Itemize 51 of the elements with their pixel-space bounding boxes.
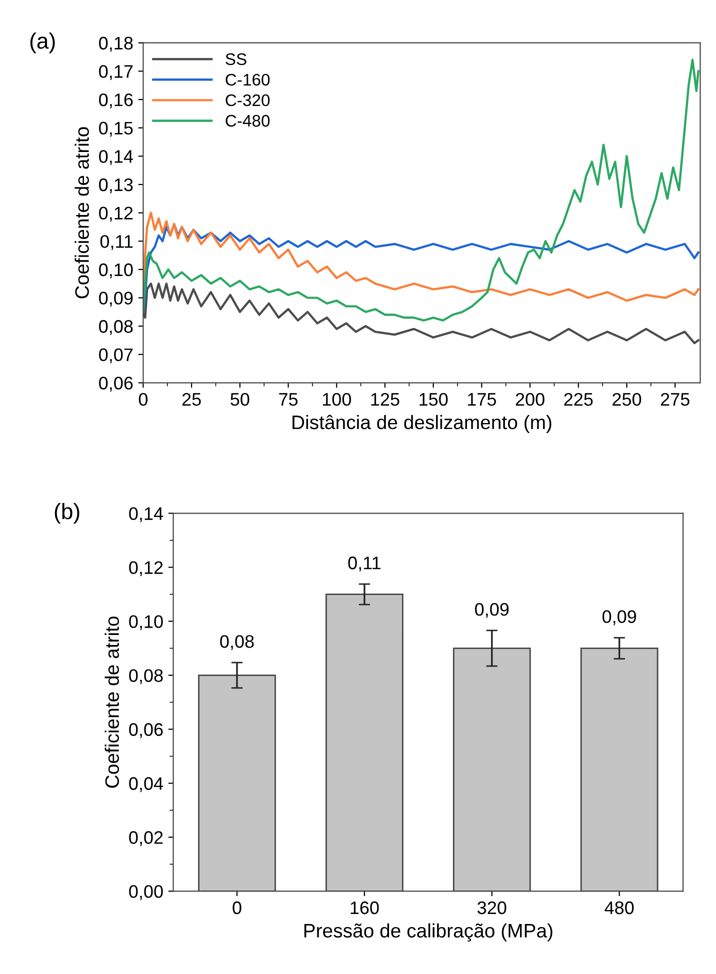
y-tick-label: 0,09: [99, 292, 133, 307]
legend-label: C-320: [226, 94, 270, 106]
data-label: 0,11: [348, 556, 380, 572]
y-tick-label: 0,14: [99, 150, 133, 166]
x-tick-label: 50: [230, 392, 250, 406]
y-tick-label: 0,10: [99, 263, 133, 278]
x-tick-label: 320: [478, 901, 506, 914]
y-tick-label: 0,17: [99, 65, 133, 80]
y-axis-title: Coeficiente de atrito: [104, 616, 120, 788]
data-label: 0,09: [602, 610, 636, 626]
x-tick-label: 225: [564, 392, 593, 406]
y-tick-label: 0,12: [129, 561, 163, 576]
x-tick-label: 0: [232, 901, 242, 914]
legend-label: SS: [226, 53, 246, 66]
y-tick-label: 0,11: [100, 235, 133, 250]
y-tick-label: 0,18: [99, 36, 133, 52]
legend-label: C-160: [226, 74, 270, 86]
x-axis-title: Pressão de calibração (MPa): [304, 923, 552, 942]
y-tick-label: 0,10: [129, 615, 163, 630]
text: (a): [30, 32, 55, 54]
legend-label: C-480: [226, 114, 270, 127]
y-tick-label: 0,14: [129, 507, 164, 522]
y-tick-label: 0,15: [99, 122, 133, 137]
x-tick-label: 200: [516, 392, 544, 406]
x-axis-title: Distância de deslizamento (m): [292, 414, 552, 434]
x-tick-label: 250: [612, 392, 642, 406]
data-label: 0,08: [220, 635, 254, 650]
y-tick-label: 0,06: [99, 376, 133, 392]
x-tick-label: 75: [279, 393, 298, 406]
y-tick-label: 0,12: [99, 206, 133, 222]
y-tick-label: 0,13: [99, 178, 133, 194]
x-tick-label: 150: [420, 392, 448, 406]
x-tick-label: 275: [660, 392, 690, 406]
x-tick-label: 0: [138, 392, 148, 406]
y-tick-label: 0,02: [129, 831, 163, 846]
y-tick-label: 0,08: [129, 669, 163, 684]
x-tick-label: 175: [468, 393, 496, 406]
x-tick-label: 160: [350, 901, 379, 914]
x-tick-label: 125: [371, 392, 400, 406]
x-tick-label: 480: [604, 901, 634, 914]
x-tick-label: 100: [322, 392, 351, 406]
data-label: 0,09: [475, 602, 509, 618]
text: (b): [54, 502, 80, 524]
y-tick-label: 0,07: [99, 348, 133, 364]
y-axis-title: Coeficiente de atrito: [74, 127, 89, 298]
y-tick-label: 0,08: [99, 320, 133, 335]
y-tick-label: 0,00: [129, 885, 163, 900]
y-tick-label: 0,06: [129, 723, 163, 738]
y-tick-label: 0,04: [129, 777, 164, 792]
y-tick-label: 0,16: [99, 93, 133, 108]
x-tick-label: 25: [182, 392, 201, 406]
